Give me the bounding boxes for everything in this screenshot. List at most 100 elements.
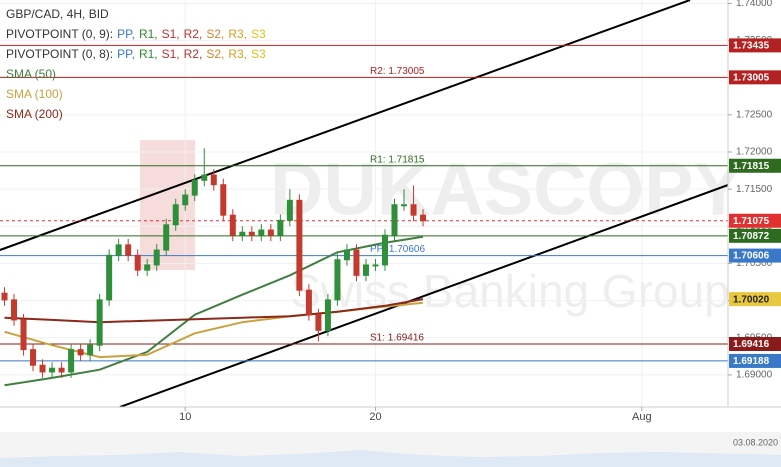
grid <box>0 0 728 407</box>
candle-body <box>172 204 179 226</box>
candle-body <box>343 249 350 261</box>
sma-line <box>4 298 424 324</box>
legend: GBP/CAD, 4H, BID PIVOTPOINT (0, 9): PP, R1… <box>6 4 270 124</box>
price-box <box>729 336 781 351</box>
candle-body <box>277 219 284 236</box>
date-label: 03.08.2020 <box>733 437 778 447</box>
y-tick-label: 1.71500 <box>736 184 773 195</box>
legend-item: R2, <box>183 47 203 61</box>
legend-item: PP, <box>117 27 135 41</box>
legend-item: S2, <box>206 27 225 41</box>
legend-entry: SMA (200) <box>6 107 63 121</box>
candle-body <box>334 259 341 301</box>
candle-body <box>11 299 18 321</box>
level-label: PP: 1.70606 <box>370 244 425 255</box>
candle-body <box>115 244 122 256</box>
price-box-label: 1.69188 <box>733 356 770 367</box>
price-box <box>729 353 781 368</box>
candle-body <box>391 204 398 236</box>
channel-line <box>0 0 691 251</box>
candle-body <box>229 214 236 236</box>
level-label: R2: 1.73005 <box>370 66 425 77</box>
candle-body <box>106 254 113 301</box>
plot: R2: 1.73005 R1: 1.71815 PP: 1.70606 S1: 1.6… <box>0 0 728 407</box>
price-axis: 1.690001.695001.700001.705001.710001.715… <box>179 0 781 423</box>
sma-line <box>4 235 424 387</box>
price-box <box>729 38 781 53</box>
candle-body <box>324 299 331 331</box>
level-label: R1: 1.71815 <box>370 154 425 165</box>
candle-body <box>87 344 94 356</box>
legend-item: R1, <box>138 47 158 61</box>
legend-item: R1, <box>138 27 158 41</box>
candle-body <box>125 244 132 256</box>
legend-item: R2, <box>183 27 203 41</box>
candle-body <box>239 231 246 236</box>
y-tick-label: 1.74000 <box>736 0 773 9</box>
candle-body <box>77 349 84 356</box>
legend-item: S1, <box>161 47 180 61</box>
price-box-label: 1.70020 <box>733 294 770 305</box>
price-box <box>729 292 781 307</box>
y-tick-label: 1.70500 <box>736 258 773 269</box>
legend-title: GBP/CAD, 4H, BID <box>6 7 109 21</box>
candle-body <box>68 349 75 373</box>
legend-row: PIVOTPOINT (0, 8): PP, R1, S1, R2, S2, R3, S3 <box>6 44 270 64</box>
legend-row: PIVOTPOINT (0, 9): PP, R1, S1, R2, S2, R3, S3 <box>6 24 270 44</box>
price-box-label: 1.73435 <box>733 41 770 52</box>
legend-item: S2, <box>206 47 225 61</box>
candle-body <box>220 184 227 216</box>
candle-body <box>305 289 312 316</box>
price-box-label: 1.73005 <box>733 72 770 83</box>
candle-body <box>315 314 322 331</box>
level-label: S1: 1.69416 <box>370 333 424 344</box>
candle-body <box>182 194 189 206</box>
candle-body <box>410 204 417 216</box>
candle-body <box>134 254 141 271</box>
price-box <box>729 158 781 173</box>
candle-body <box>144 264 151 271</box>
candle-body <box>353 249 360 276</box>
y-tick-label: 1.72000 <box>736 147 773 158</box>
price-box <box>729 70 781 85</box>
price-box-label: 1.71815 <box>733 161 770 172</box>
candle-body <box>248 231 255 236</box>
candle-body <box>1 292 8 301</box>
candle-body <box>201 174 208 181</box>
x-tick-label: Aug <box>632 411 652 423</box>
price-box-label: 1.71075 <box>733 216 770 227</box>
candle-body <box>49 367 56 373</box>
candle-body <box>286 199 293 221</box>
legend-text: PIVOTPOINT (0, 8): <box>6 47 114 61</box>
price-box <box>729 213 781 228</box>
candle-body <box>30 349 37 366</box>
candle-body <box>296 199 303 291</box>
y-tick-label: 1.72500 <box>736 110 773 121</box>
legend-entry: SMA (100) <box>6 87 63 101</box>
legend-item: S3 <box>251 27 266 41</box>
y-tick-label: 1.69000 <box>736 370 773 381</box>
navigator-area <box>0 450 781 467</box>
legend-item: S1, <box>161 27 180 41</box>
candle-body <box>96 299 103 346</box>
candle-body <box>210 174 217 186</box>
candle-body <box>163 224 170 251</box>
candle-body <box>153 249 160 266</box>
legend-entry: SMA (50) <box>6 67 57 81</box>
candle-body <box>20 319 27 351</box>
candle-body <box>258 229 265 236</box>
x-tick-label: 20 <box>369 411 381 423</box>
candle-body <box>267 229 274 236</box>
candle-body <box>372 264 379 267</box>
legend-item: R3, <box>228 27 248 41</box>
candle-body <box>401 204 408 207</box>
x-tick-label: 10 <box>179 411 191 423</box>
candle-body <box>362 264 369 276</box>
legend-item: PP, <box>117 47 135 61</box>
candle-body <box>381 234 388 266</box>
legend-item: R3, <box>228 47 248 61</box>
legend-item: S3 <box>251 47 266 61</box>
channel-line <box>119 184 728 407</box>
